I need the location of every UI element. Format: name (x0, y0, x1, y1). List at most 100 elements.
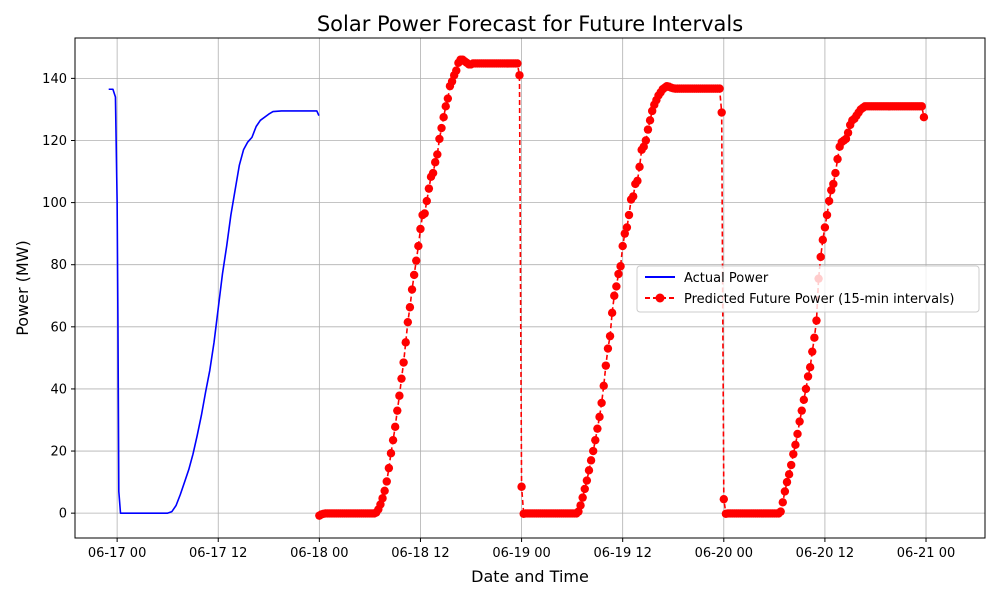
predicted-point (422, 196, 431, 206)
actual-power-line (108, 88, 320, 514)
predicted-point (801, 384, 811, 394)
predicted-point (595, 412, 604, 422)
predicted-point (643, 125, 653, 134)
predicted-point (399, 358, 408, 367)
y-tick-label: 0 (59, 507, 67, 522)
x-tick-label: 06-20 00 (695, 546, 753, 561)
predicted-point (635, 162, 644, 172)
legend-frame (636, 265, 980, 313)
predicted-point (818, 235, 827, 245)
predicted-point (452, 66, 461, 75)
predicted-point (380, 486, 389, 495)
predicted-point (824, 196, 834, 206)
predicted-point (412, 256, 421, 265)
predicted-point (401, 338, 410, 347)
x-tick-label: 06-17 00 (88, 546, 146, 561)
x-tick-label: 06-20 12 (796, 546, 854, 561)
predicted-point (917, 102, 927, 111)
predicted-point (515, 71, 524, 80)
predicted-point (799, 395, 809, 404)
y-tick-label: 120 (42, 134, 67, 149)
legend-marker-predicted (655, 293, 665, 303)
predicted-point (805, 362, 815, 372)
predicted-point (633, 176, 642, 186)
predicted-point (420, 209, 429, 218)
x-tick-label: 06-19 00 (492, 546, 550, 561)
predicted-point (435, 134, 444, 144)
predicted-point (390, 422, 400, 432)
x-tick-label: 06-19 12 (593, 546, 651, 561)
y-tick-label: 20 (50, 445, 67, 460)
predicted-point (776, 507, 785, 516)
predicted-point (443, 94, 453, 103)
predicted-point (831, 168, 840, 178)
predicted-point (843, 128, 853, 137)
predicted-point (588, 446, 598, 456)
y-tick-label: 140 (42, 72, 67, 87)
legend-label-actual: Actual Power (684, 271, 769, 286)
plot-frame (74, 37, 986, 539)
predicted-point (808, 347, 817, 356)
predicted-point (622, 223, 632, 232)
predicted-point (597, 398, 606, 408)
predicted-point (787, 460, 796, 470)
predicted-point (715, 84, 724, 93)
predicted-point (795, 417, 804, 426)
predicted-point (618, 241, 627, 251)
predicted-point (780, 487, 790, 496)
predicted-point (441, 102, 450, 111)
predicted-point (517, 482, 526, 491)
predicted-point (793, 429, 802, 439)
y-tick-label: 80 (50, 258, 67, 273)
predicted-point (810, 333, 819, 342)
predicted-point (378, 494, 387, 503)
predicted-point (645, 116, 655, 125)
predicted-point (803, 372, 813, 381)
predicted-point (717, 108, 726, 117)
predicted-point (591, 435, 600, 445)
grid (75, 38, 985, 538)
predicted-point (578, 493, 587, 502)
predicted-point (407, 285, 417, 294)
predicted-point (437, 123, 446, 133)
predicted-point (641, 136, 651, 145)
x-tick-label: 06-17 12 (189, 546, 247, 561)
predicted-point (599, 381, 608, 391)
y-axis-title: Power (MW) (13, 240, 32, 336)
predicted-point (778, 498, 787, 507)
predicted-point (439, 112, 448, 122)
predicted-point (397, 374, 406, 383)
predicted-point (403, 317, 413, 327)
predicted-point (424, 184, 434, 193)
predicted-point (428, 168, 438, 178)
x-tick-label: 06-18 00 (290, 546, 348, 561)
y-tick-label: 40 (50, 382, 67, 397)
predicted-point (433, 150, 442, 159)
predicted-point (384, 463, 394, 473)
predicted-point (593, 424, 602, 433)
predicted-point (833, 154, 842, 164)
predicted-point (822, 210, 832, 220)
predicted-point (601, 361, 611, 370)
x-tick-label: 06-18 12 (391, 546, 449, 561)
predicted-power-line (318, 58, 925, 517)
legend-label-predicted: Predicted Future Power (15-min intervals… (684, 292, 955, 307)
predicted-point (416, 224, 425, 234)
predicted-point (576, 501, 585, 510)
predicted-point (586, 456, 596, 465)
predicted-point (603, 344, 613, 353)
legend: Actual Power Predicted Future Power (15-… (636, 265, 980, 313)
predicted-point (584, 466, 594, 475)
predicted-point (829, 179, 838, 189)
predicted-point (614, 269, 623, 279)
predicted-point (605, 331, 615, 341)
predicted-point (616, 262, 625, 271)
predicted-point (393, 406, 402, 415)
predicted-point (388, 435, 398, 445)
predicted-point (629, 192, 638, 201)
predicted-point (395, 391, 404, 400)
predicted-point (610, 291, 619, 300)
predicted-point (409, 270, 419, 280)
predicted-point (624, 210, 634, 220)
